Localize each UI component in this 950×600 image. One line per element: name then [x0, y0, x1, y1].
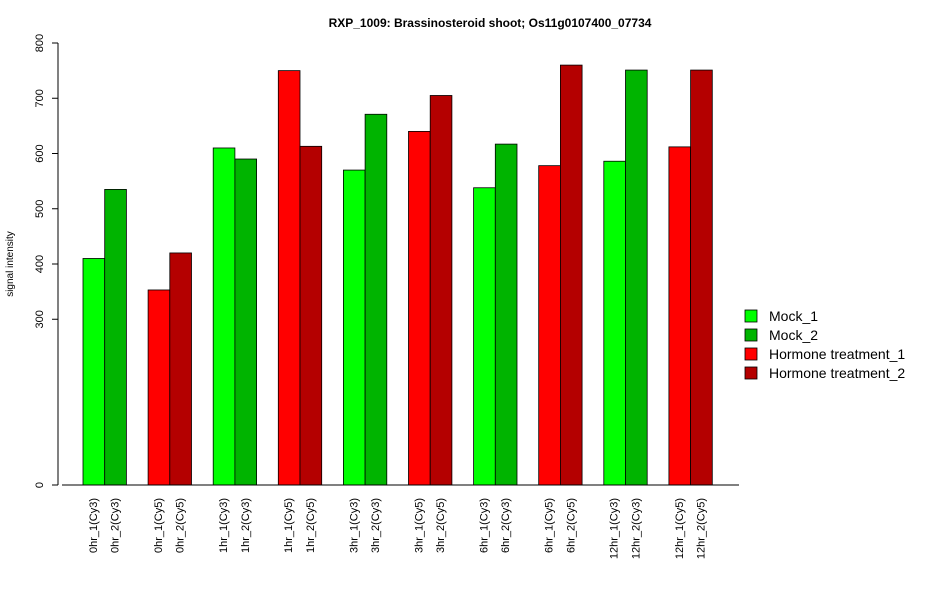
bar-4	[212, 147, 236, 486]
bar-12	[473, 187, 496, 486]
bar-1	[104, 189, 127, 486]
bar-16	[603, 160, 626, 486]
x-tick-label-9: 3hr_2(Cy3)	[370, 498, 382, 553]
bar-9	[364, 113, 388, 486]
y-tick-label-5: 700	[34, 89, 46, 107]
bar-17	[625, 69, 648, 486]
bar-0	[82, 258, 106, 486]
x-tick-label-4: 1hr_1(Cy3)	[218, 498, 230, 553]
x-tick-labels: 0hr_1(Cy3) 0hr_2(Cy3) 0hr_1(Cy5) 0hr_2(Cy5)…	[88, 498, 708, 559]
bar-6	[277, 70, 301, 486]
x-tick-label-17: 12hr_2(Cy3)	[630, 498, 642, 559]
legend-label-2: Hormone treatment_1	[769, 346, 905, 362]
legend-swatch-3	[744, 366, 758, 380]
bar-5	[234, 158, 257, 486]
x-tick-label-11: 3hr_2(Cy5)	[435, 498, 447, 553]
bars-group	[82, 64, 713, 486]
x-tick-label-12: 6hr_1(Cy3)	[478, 498, 490, 553]
legend-label-0: Mock_1	[769, 308, 818, 324]
y-tick-label-0: 0	[34, 482, 46, 488]
x-tick-label-6: 1hr_1(Cy5)	[283, 498, 295, 553]
x-tick-label-14: 6hr_1(Cy5)	[544, 498, 556, 553]
x-tick-label-13: 6hr_2(Cy3)	[500, 498, 512, 553]
legend-swatch-2	[744, 347, 758, 361]
legend-label-1: Mock_2	[769, 327, 818, 343]
x-tick-label-2: 0hr_1(Cy5)	[153, 498, 165, 553]
y-axis: 0 300 400 500 600 700 800	[34, 34, 59, 488]
x-tick-label-7: 1hr_2(Cy5)	[305, 498, 317, 553]
x-tick-label-0: 0hr_1(Cy3)	[88, 498, 100, 553]
y-axis-label: signal intensity	[5, 231, 16, 297]
y-tick-label-3: 500	[34, 200, 46, 218]
bar-18	[668, 146, 692, 486]
bar-11	[429, 95, 453, 486]
legend-label-3: Hormone treatment_2	[769, 365, 905, 381]
x-tick-label-19: 12hr_2(Cy5)	[695, 498, 707, 559]
x-tick-label-16: 12hr_1(Cy3)	[609, 498, 621, 559]
bar-14	[538, 165, 561, 486]
bar-7	[299, 145, 323, 486]
y-tick-label-4: 600	[34, 144, 46, 162]
bar-15	[560, 64, 583, 486]
x-tick-label-18: 12hr_1(Cy5)	[674, 498, 686, 559]
legend: Mock_1 Mock_2 Hormone treatment_1 Hormone t…	[744, 308, 905, 381]
legend-swatch-1	[744, 328, 758, 342]
x-tick-label-3: 0hr_2(Cy5)	[175, 498, 187, 553]
bar-19	[690, 69, 713, 486]
y-tick-label-1: 300	[34, 310, 46, 328]
legend-swatch-0	[744, 309, 758, 323]
bar-10	[408, 130, 431, 486]
bar-13	[494, 143, 518, 486]
bar-3	[169, 252, 192, 486]
x-tick-label-5: 1hr_2(Cy3)	[240, 498, 252, 553]
x-tick-label-15: 6hr_2(Cy5)	[565, 498, 577, 553]
x-tick-label-1: 0hr_2(Cy3)	[110, 498, 122, 553]
x-tick-label-8: 3hr_1(Cy3)	[348, 498, 360, 553]
y-tick-label-6: 800	[34, 34, 46, 52]
bar-2	[147, 289, 171, 486]
chart-title: RXP_1009: Brassinosteroid shoot; Os11g01…	[329, 16, 652, 30]
y-tick-label-2: 400	[34, 255, 46, 273]
bar-8	[342, 169, 366, 486]
x-tick-label-10: 3hr_1(Cy5)	[413, 498, 425, 553]
